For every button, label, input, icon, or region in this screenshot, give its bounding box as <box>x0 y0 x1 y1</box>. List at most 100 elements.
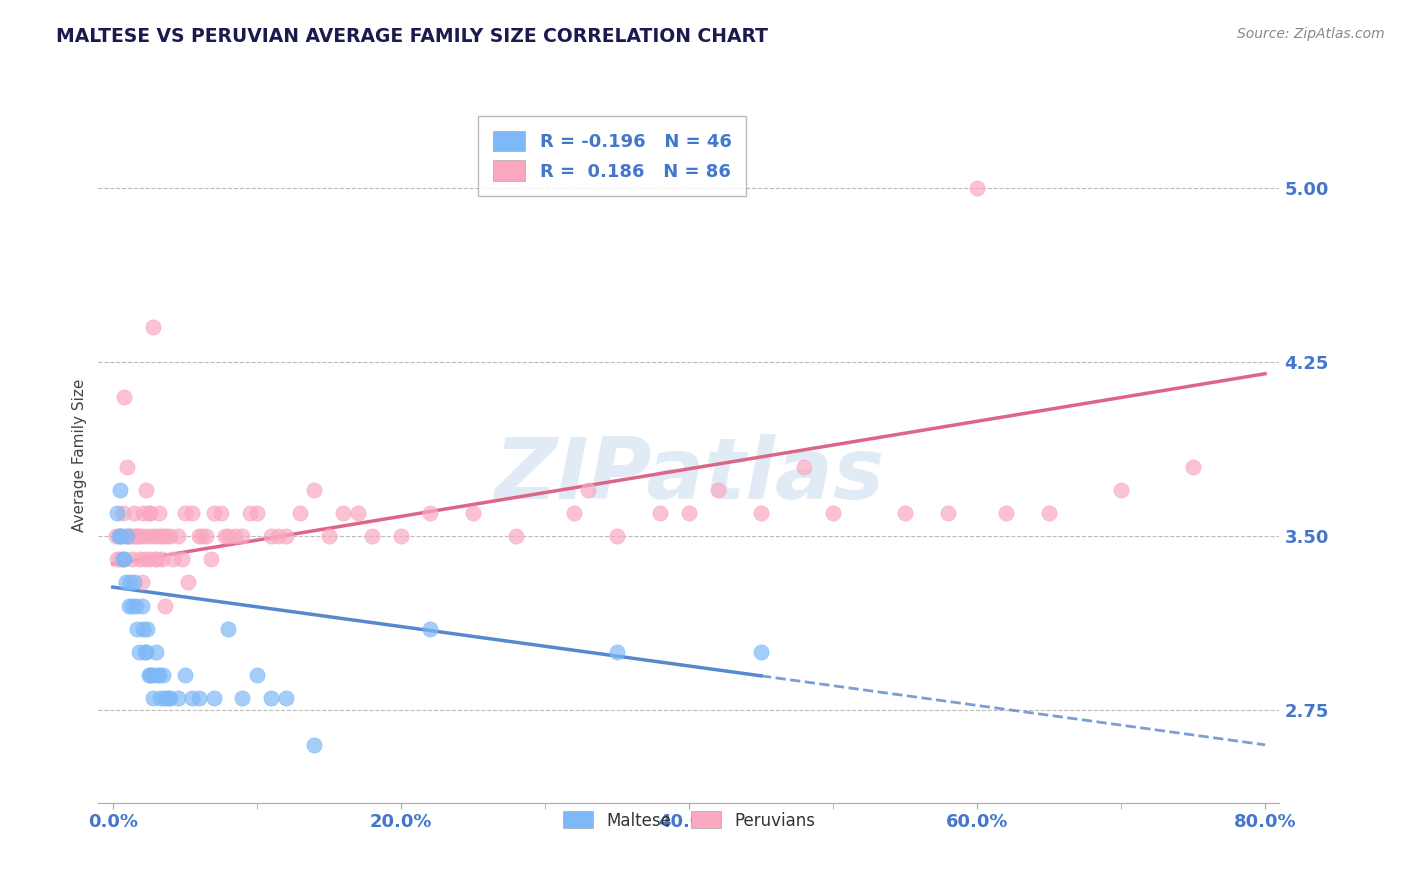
Point <box>134 552 156 566</box>
Point <box>145 645 167 659</box>
Point <box>195 529 218 543</box>
Point <box>149 691 172 706</box>
Point <box>318 529 340 543</box>
Point <box>107 529 129 543</box>
Point <box>121 552 143 566</box>
Point <box>749 506 772 520</box>
Point <box>461 506 484 520</box>
Point <box>131 529 153 543</box>
Point <box>650 506 672 520</box>
Point <box>166 529 188 543</box>
Point <box>145 529 167 543</box>
Point <box>188 529 211 543</box>
Point <box>118 599 141 613</box>
Point <box>136 622 159 636</box>
Point <box>125 599 148 613</box>
Point <box>115 529 138 543</box>
Point <box>110 529 132 543</box>
Point <box>108 483 131 497</box>
Point <box>142 691 165 706</box>
Point <box>152 668 174 682</box>
Point <box>419 506 441 520</box>
Point <box>105 506 128 520</box>
Point <box>288 506 311 520</box>
Point <box>821 506 844 520</box>
Point <box>128 529 150 543</box>
Point <box>146 668 169 682</box>
Y-axis label: Average Family Size: Average Family Size <box>72 378 87 532</box>
Point <box>966 181 988 195</box>
Point <box>111 506 134 520</box>
Point <box>132 506 155 520</box>
Point <box>361 529 384 543</box>
Point <box>156 691 179 706</box>
Point <box>173 668 195 682</box>
Point <box>134 645 156 659</box>
Point <box>121 599 143 613</box>
Point <box>202 691 225 706</box>
Point <box>274 691 297 706</box>
Point <box>274 529 297 543</box>
Point <box>125 529 148 543</box>
Point <box>419 622 441 636</box>
Point <box>994 506 1017 520</box>
Point <box>153 691 176 706</box>
Point <box>128 645 150 659</box>
Point <box>139 506 162 520</box>
Point <box>606 529 628 543</box>
Point <box>231 529 253 543</box>
Point <box>173 506 195 520</box>
Point <box>217 622 239 636</box>
Point <box>129 552 152 566</box>
Point <box>114 529 136 543</box>
Point <box>678 506 700 520</box>
Point <box>214 529 236 543</box>
Legend: Maltese, Peruvians: Maltese, Peruvians <box>555 805 823 836</box>
Point <box>260 529 283 543</box>
Point <box>166 691 188 706</box>
Point <box>152 529 174 543</box>
Point <box>177 575 200 590</box>
Point <box>332 506 354 520</box>
Point <box>108 552 131 566</box>
Point <box>209 506 232 520</box>
Point <box>153 599 176 613</box>
Point <box>124 506 146 520</box>
Point <box>141 668 163 682</box>
Point <box>181 506 204 520</box>
Point <box>105 552 128 566</box>
Point <box>217 529 239 543</box>
Point <box>239 506 262 520</box>
Point <box>138 552 160 566</box>
Point <box>1038 506 1060 520</box>
Point <box>112 390 135 404</box>
Point <box>200 552 222 566</box>
Point <box>159 691 181 706</box>
Point <box>260 691 283 706</box>
Point <box>793 459 815 474</box>
Point <box>246 506 269 520</box>
Point <box>131 575 153 590</box>
Point <box>267 529 290 543</box>
Point <box>122 529 145 543</box>
Point <box>136 529 159 543</box>
Point <box>188 691 211 706</box>
Point <box>155 529 177 543</box>
Point <box>138 506 160 520</box>
Point <box>139 668 162 682</box>
Point <box>894 506 917 520</box>
Point <box>304 483 326 497</box>
Point <box>127 622 149 636</box>
Text: ZIPatlas: ZIPatlas <box>494 434 884 517</box>
Point <box>576 483 599 497</box>
Point <box>191 529 214 543</box>
Point <box>142 320 165 334</box>
Point <box>202 506 225 520</box>
Point <box>132 622 155 636</box>
Point <box>148 668 170 682</box>
Point <box>120 529 142 543</box>
Point <box>346 506 368 520</box>
Point <box>120 575 142 590</box>
Point <box>162 552 184 566</box>
Point <box>170 552 193 566</box>
